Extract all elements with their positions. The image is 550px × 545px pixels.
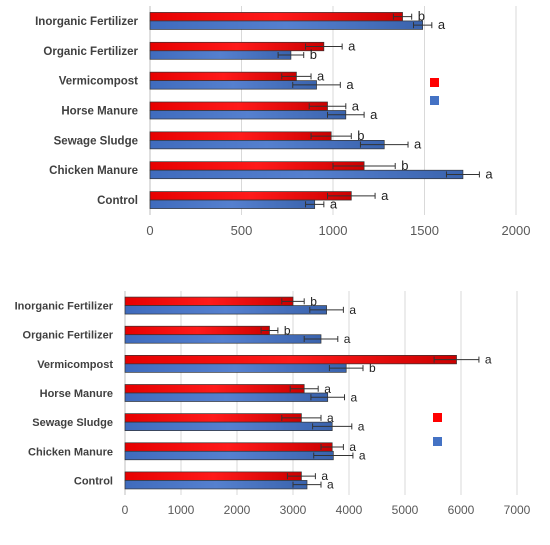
bar-no-biochar: [149, 80, 317, 90]
legend-no-biochar-swatch-a: [430, 96, 439, 105]
category-label: Organic Fertilizer: [23, 330, 114, 342]
significance-letter: a: [346, 77, 354, 92]
bar-biochar: [124, 355, 457, 365]
significance-letter: a: [485, 353, 492, 367]
significance-letter: b: [357, 128, 364, 143]
x-tick-label: 1500: [410, 223, 439, 238]
category-label: Organic Fertilizer: [43, 46, 138, 58]
significance-letter: b: [418, 9, 425, 24]
x-tick-label: 5000: [392, 503, 419, 517]
bar-no-biochar: [124, 305, 327, 315]
bar-biochar: [124, 296, 294, 306]
bar-no-biochar: [149, 169, 464, 180]
category-label: Horse Manure: [61, 106, 138, 118]
category-label: Horse Manure: [40, 388, 113, 400]
x-tick-label: 3000: [280, 503, 307, 517]
bar-no-biochar: [149, 199, 316, 209]
category-label: Vermicompost: [59, 76, 138, 88]
significance-letter: a: [352, 98, 360, 113]
bar-no-biochar: [149, 140, 385, 150]
bar-biochar: [124, 413, 302, 423]
category-label: Vermicompost: [37, 359, 113, 371]
significance-letter: a: [330, 196, 338, 211]
panel-a-legend: [430, 78, 439, 105]
bar-biochar: [124, 471, 302, 481]
bar-no-biochar: [124, 392, 329, 402]
x-tick-label: 1000: [168, 503, 195, 517]
category-label: Control: [74, 475, 113, 487]
significance-letter: b: [284, 323, 291, 337]
panel-b-legend: [433, 413, 442, 446]
x-tick-label: 0: [122, 503, 129, 517]
legend-biochar-swatch-a: [430, 78, 439, 87]
significance-letter: a: [327, 411, 334, 425]
bar-no-biochar: [124, 480, 308, 490]
significance-letter: a: [358, 419, 365, 433]
bar-biochar: [149, 131, 332, 141]
bar-biochar: [124, 384, 305, 394]
significance-letter: a: [349, 303, 356, 317]
x-tick-label: 500: [231, 223, 253, 238]
significance-letter: b: [310, 294, 317, 308]
x-tick-label: 7000: [504, 503, 531, 517]
x-tick-label: 1000: [319, 223, 348, 238]
significance-letter: a: [349, 440, 356, 454]
category-label: Control: [97, 195, 138, 207]
x-tick-label: 6000: [448, 503, 475, 517]
significance-letter: a: [344, 332, 351, 346]
bar-biochar: [124, 442, 333, 452]
bar-biochar: [149, 101, 328, 111]
bar-no-biochar: [149, 110, 347, 120]
category-label: Sewage Sludge: [32, 417, 113, 429]
significance-letter: b: [369, 361, 376, 375]
category-label: Inorganic Fertilizer: [35, 16, 138, 28]
significance-letter: a: [348, 39, 356, 54]
significance-letter: b: [401, 158, 408, 173]
bar-no-biochar: [149, 50, 292, 60]
category-label: Chicken Manure: [28, 446, 113, 458]
x-tick-label: 2000: [224, 503, 251, 517]
bar-biochar: [124, 325, 270, 336]
category-label: Chicken Manure: [49, 165, 138, 177]
significance-letter: a: [317, 68, 325, 83]
significance-letter: a: [321, 469, 328, 483]
bar-no-biochar: [149, 20, 424, 30]
significance-letter: a: [351, 390, 358, 404]
bar-no-biochar: [124, 334, 322, 344]
bar-no-biochar: [124, 421, 333, 431]
significance-letter: a: [359, 449, 366, 463]
significance-letter: a: [438, 17, 446, 32]
significance-letter: b: [310, 47, 317, 62]
significance-letter: a: [485, 166, 493, 181]
x-tick-label: 4000: [336, 503, 363, 517]
category-label: Sewage Sludge: [54, 135, 138, 147]
bar-biochar: [149, 161, 365, 171]
bar-no-biochar: [124, 450, 334, 461]
bar-biochar: [149, 71, 297, 81]
significance-letter: a: [327, 478, 334, 492]
chart-panel-b: 0 1000 2000 3000 4000 5000 6000 7000 Inorganic F…: [15, 291, 531, 517]
bar-biochar: [149, 41, 325, 52]
significance-letter: a: [381, 188, 389, 203]
bar-biochar: [149, 12, 403, 22]
x-tick-label: 2000: [502, 223, 531, 238]
significance-letter: a: [370, 107, 378, 122]
significance-letter: a: [414, 137, 422, 152]
bar-no-biochar: [124, 363, 347, 373]
legend-no-biochar-swatch-b: [433, 437, 442, 446]
significance-letter: a: [324, 382, 331, 396]
bar-biochar: [149, 191, 352, 201]
x-tick-label: 0: [146, 223, 153, 238]
legend-biochar-swatch-b: [433, 413, 442, 422]
panel-b-plot: 0 1000 2000 3000 4000 5000 6000 7000 Inorganic F…: [15, 291, 531, 517]
category-label: Inorganic Fertilizer: [15, 301, 114, 313]
